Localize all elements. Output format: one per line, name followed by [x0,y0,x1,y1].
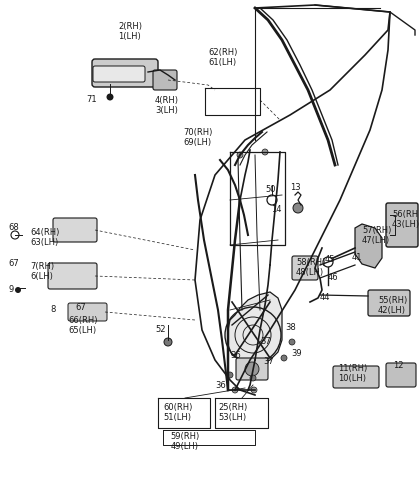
Text: 12: 12 [393,362,403,370]
Text: 38: 38 [285,324,296,333]
Text: 2(RH)
1(LH): 2(RH) 1(LH) [118,22,142,41]
Text: 56(RH)
43(LH): 56(RH) 43(LH) [392,210,419,229]
Text: 64(RH)
63(LH): 64(RH) 63(LH) [30,228,59,247]
Text: 68: 68 [8,223,19,233]
Text: 7(RH)
6(LH): 7(RH) 6(LH) [30,262,54,281]
Circle shape [293,203,303,213]
Text: 52: 52 [155,326,166,335]
Text: 25(RH)
53(LH): 25(RH) 53(LH) [218,403,247,423]
Circle shape [281,355,287,361]
Text: 67: 67 [75,304,86,312]
FancyBboxPatch shape [333,366,379,388]
Circle shape [232,387,238,393]
FancyBboxPatch shape [368,290,410,316]
Text: 14: 14 [271,206,282,215]
Circle shape [289,339,295,345]
FancyBboxPatch shape [53,218,97,242]
FancyBboxPatch shape [386,363,416,387]
Text: 57(RH)
47(LH): 57(RH) 47(LH) [362,226,391,246]
Text: 55(RH)
42(LH): 55(RH) 42(LH) [378,296,407,315]
Text: 36: 36 [215,380,226,390]
Text: 4(RH)
3(LH): 4(RH) 3(LH) [155,96,179,116]
FancyBboxPatch shape [153,70,177,90]
FancyBboxPatch shape [68,303,107,321]
FancyBboxPatch shape [92,59,158,87]
Text: 67: 67 [8,259,19,269]
Text: 59(RH)
49(LH): 59(RH) 49(LH) [171,432,199,451]
Text: 11(RH)
10(LH): 11(RH) 10(LH) [338,364,367,383]
Text: 45: 45 [325,255,336,265]
Text: 46: 46 [328,274,339,282]
Text: 37: 37 [263,358,274,367]
Circle shape [227,372,233,378]
Circle shape [251,387,257,393]
Text: 58(RH)
48(LH): 58(RH) 48(LH) [296,258,326,277]
Circle shape [245,362,259,376]
Text: 37: 37 [260,338,271,346]
Text: 66(RH)
65(LH): 66(RH) 65(LH) [68,316,98,336]
Text: 8: 8 [50,306,55,314]
FancyBboxPatch shape [386,203,418,247]
FancyBboxPatch shape [48,263,97,289]
Text: 70(RH)
69(LH): 70(RH) 69(LH) [183,128,212,148]
Text: 60(RH)
51(LH): 60(RH) 51(LH) [163,403,192,423]
Circle shape [106,93,114,100]
Circle shape [237,152,243,158]
Text: 13: 13 [290,184,300,192]
Circle shape [262,149,268,155]
Circle shape [15,287,21,293]
Text: 39: 39 [291,348,302,358]
Polygon shape [228,292,282,365]
FancyBboxPatch shape [236,358,268,380]
Text: 9: 9 [8,285,13,295]
FancyBboxPatch shape [292,256,318,280]
Circle shape [250,375,256,381]
Text: 36: 36 [230,351,241,361]
FancyBboxPatch shape [93,66,145,82]
Text: 71: 71 [86,95,97,104]
Text: 44: 44 [320,294,331,303]
Text: 41: 41 [352,253,362,263]
Text: 50: 50 [265,185,276,194]
Text: 62(RH)
61(LH): 62(RH) 61(LH) [208,48,238,67]
Circle shape [164,338,172,346]
Polygon shape [355,224,382,268]
